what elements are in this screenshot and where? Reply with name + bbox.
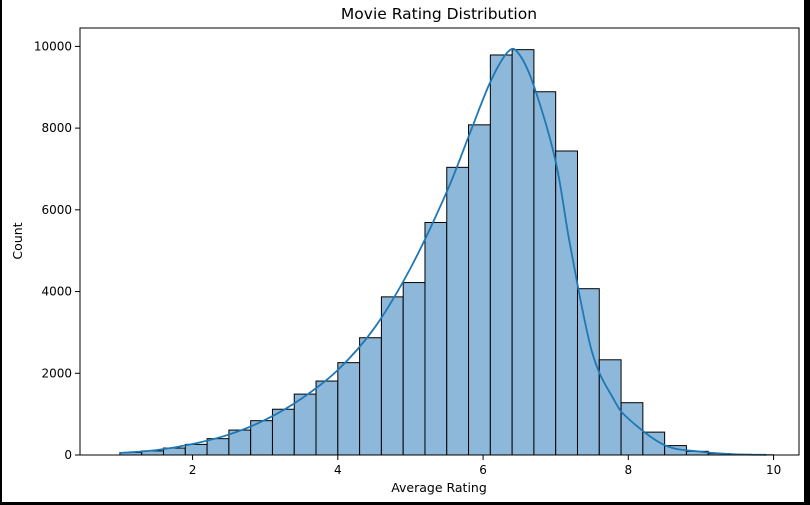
y-axis-ticks: 0 2000 4000 6000 8000 10000 xyxy=(34,39,80,462)
histogram-bar xyxy=(489,54,513,456)
x-tick-label: 8 xyxy=(625,463,633,477)
y-tick-label: 6000 xyxy=(41,203,72,217)
x-axis-label: Average Rating xyxy=(391,480,487,495)
y-tick-label: 0 xyxy=(64,448,72,462)
histogram-bar xyxy=(511,49,535,456)
histogram-bar xyxy=(424,221,448,456)
x-tick-label: 10 xyxy=(766,463,781,477)
y-tick-label: 2000 xyxy=(41,366,72,380)
histogram-bar xyxy=(446,166,470,456)
histogram-bar xyxy=(380,296,404,456)
y-tick-label: 4000 xyxy=(41,285,72,299)
y-tick-label: 10000 xyxy=(34,39,72,53)
x-tick-label: 2 xyxy=(189,463,197,477)
histogram-bar xyxy=(402,282,426,456)
histogram-bars xyxy=(119,49,775,456)
histogram-bar xyxy=(337,362,361,456)
histogram-bar xyxy=(576,288,600,456)
histogram-bar xyxy=(184,443,208,456)
histogram-bar xyxy=(555,150,578,456)
chart-title: Movie Rating Distribution xyxy=(341,5,537,23)
x-tick-label: 6 xyxy=(479,463,487,477)
histogram-bar xyxy=(468,124,491,456)
axes-frame xyxy=(79,27,800,456)
histogram-bar xyxy=(293,393,317,456)
kde-curve xyxy=(119,47,767,456)
histogram-bar xyxy=(315,380,339,456)
y-axis-label: Count xyxy=(10,222,25,259)
histogram-bar xyxy=(271,408,295,456)
x-tick-label: 4 xyxy=(334,463,342,477)
histogram-bar xyxy=(206,438,230,456)
histogram-bar xyxy=(359,337,382,456)
x-axis-ticks: 2 4 6 8 10 xyxy=(189,455,781,477)
y-tick-label: 8000 xyxy=(41,121,72,135)
